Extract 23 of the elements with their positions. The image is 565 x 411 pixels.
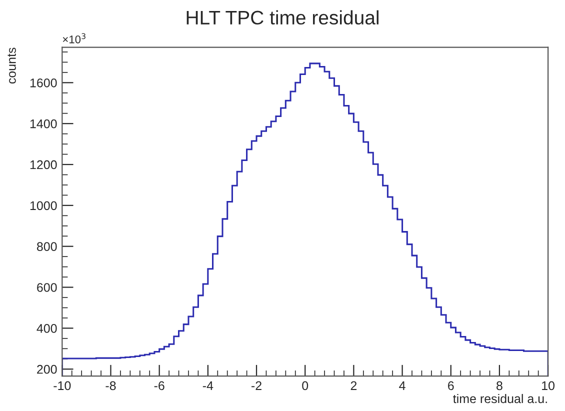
y-tick-label: 1600: [30, 78, 57, 88]
x-tick-label: -8: [106, 381, 116, 390]
y-axis-title: counts: [8, 48, 16, 84]
y-tick-label: 400: [36, 324, 57, 333]
x-tick-label: 8: [496, 381, 502, 390]
chart-title: HLT TPC time residual: [186, 10, 378, 25]
x-axis-title: time residual a.u.: [453, 394, 547, 404]
y-tick-label: 200: [37, 364, 57, 374]
x-tick-label: 2: [350, 381, 357, 390]
y-tick-label: 800: [36, 242, 57, 251]
x-tick-label: 10: [542, 381, 555, 390]
x-tick-label: -10: [54, 381, 71, 390]
x-tick-label: -2: [252, 381, 262, 390]
x-tick-label: 4: [399, 381, 406, 390]
x-tick-label: -6: [154, 381, 164, 390]
y-tick-label: 600: [37, 283, 57, 292]
x-tick-label: 6: [448, 381, 454, 390]
y-tick-label: 1200: [30, 160, 57, 170]
x-tick-label: -4: [202, 381, 214, 390]
x-tick-label: 0: [302, 381, 308, 390]
y-tick-label: 1000: [30, 201, 57, 210]
y-tick-label: 1400: [30, 119, 57, 128]
text: ×10$^{3}$: [62, 33, 86, 44]
